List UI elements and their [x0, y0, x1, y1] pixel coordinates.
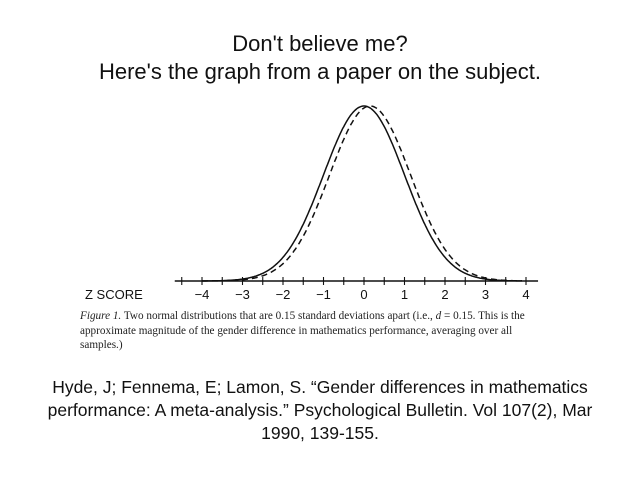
- x-tick-label: 3: [482, 287, 489, 302]
- x-tick-label: 1: [401, 287, 408, 302]
- x-tick-label: −4: [195, 287, 210, 302]
- figure-caption: Figure 1. Two normal distributions that …: [80, 309, 550, 353]
- x-tick-label: −1: [316, 287, 331, 302]
- page-title-line-2: Here's the graph from a paper on the sub…: [98, 59, 541, 84]
- caption-d-symbol: d: [435, 310, 442, 322]
- x-tick-label: −2: [276, 287, 291, 302]
- reference-citation: Hyde, J; Fennema, E; Lamon, S. “Gender d…: [47, 377, 593, 443]
- caption-text-2: = 0.15. This is the approximate magnitud…: [80, 310, 525, 351]
- figure-label: Figure 1.: [80, 310, 122, 322]
- x-tick-label: 2: [441, 287, 448, 302]
- x-tick-label: 4: [522, 287, 529, 302]
- x-tick-label: −3: [235, 287, 250, 302]
- solid-normal-curve: [202, 105, 522, 282]
- dashed-normal-curve: [202, 105, 522, 282]
- x-tick-label: 0: [360, 287, 367, 302]
- caption-text-1: Two normal distributions that are 0.15 s…: [121, 310, 436, 322]
- page-title-line-1: Don't believe me?: [232, 31, 408, 56]
- x-axis-title: Z SCORE: [85, 287, 143, 302]
